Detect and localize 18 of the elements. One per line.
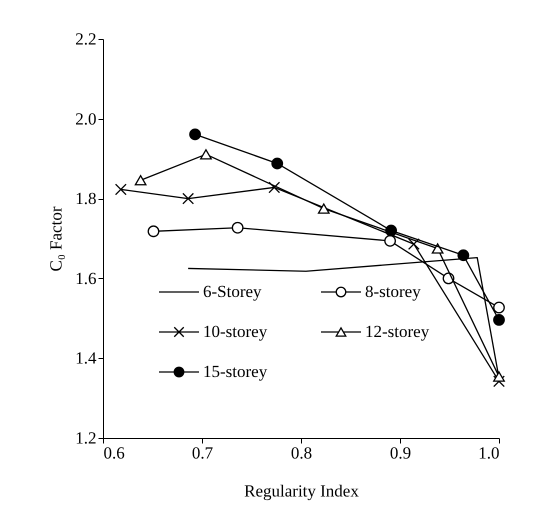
- y-tick-label: 2.0: [75, 109, 96, 128]
- legend-label: 12-storey: [365, 322, 430, 341]
- x-tick-label: 0.6: [104, 444, 125, 462]
- x-tick-label: 0.7: [192, 444, 214, 462]
- legend-label: 15-storey: [203, 362, 268, 381]
- x-tick-label: 1.0: [478, 444, 500, 462]
- legend-label: 8-storey: [365, 282, 422, 301]
- x-tick-label: 0.9: [390, 444, 412, 462]
- legend-label: 10-storey: [203, 322, 268, 341]
- y-axis-title: C₀ Factor: [46, 206, 66, 272]
- y-tick-label: 1.4: [75, 348, 97, 368]
- y-tick-label: 1.2: [75, 428, 96, 448]
- y-tick-label: 1.6: [75, 268, 96, 288]
- x-axis-title: Regularity Index: [244, 482, 360, 500]
- y-tick-label: 1.8: [75, 189, 96, 208]
- legend-label: 6-Storey: [203, 282, 262, 301]
- x-tick-label: 0.8: [290, 444, 312, 462]
- y-tick-label: 2.2: [75, 30, 96, 48]
